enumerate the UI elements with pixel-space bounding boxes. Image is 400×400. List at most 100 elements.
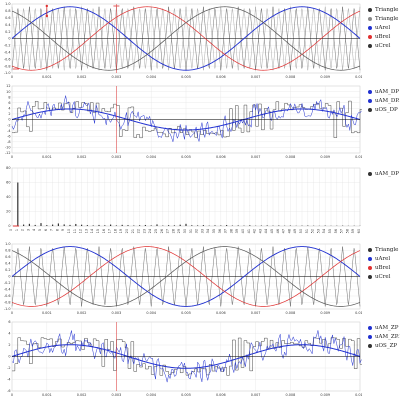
svg-p5-x-tick: 0.006: [216, 393, 226, 397]
legend-item[interactable]: uArel: [368, 255, 398, 264]
svg-p3-x-tick: 16: [102, 229, 106, 233]
svg-p3-x-tick: 14: [90, 229, 94, 233]
svg-p1-y-tick: 0: [8, 37, 10, 41]
legend-label: uBrel: [375, 34, 391, 40]
svg-p4-x-tick: 0.005: [181, 311, 191, 315]
legend-swatch-icon: [368, 334, 372, 339]
legend-label: uOS_ZP: [375, 343, 398, 349]
legend-label: uArel: [375, 256, 391, 262]
svg-p4-y-tick: 0.2: [5, 268, 10, 272]
svg-p5-x-tick: 0.007: [251, 393, 261, 397]
legend-item[interactable]: uCrel: [368, 273, 398, 282]
spectrum-bar: [214, 225, 216, 226]
svg-p1-y-tick: -0.4: [4, 51, 11, 55]
spectrum-bar: [92, 225, 94, 226]
legend-item[interactable]: uCrel: [368, 42, 398, 51]
legend-swatch-icon: [368, 107, 372, 112]
svg-p2-y-tick: 4: [8, 107, 10, 111]
legend-item[interactable]: uAM_ZP: [368, 324, 400, 333]
legend-label: uAM_DP.1: [375, 98, 400, 104]
legend-4: Triangle uArel uBrel uCrel: [368, 246, 398, 282]
svg-p3-x-tick: 30: [183, 229, 187, 233]
legend-item[interactable]: uAM_DP: [368, 88, 400, 97]
spectrum-bar: [81, 224, 83, 226]
svg-p1-y-tick: -0.6: [4, 57, 11, 61]
spectrum-bar: [52, 224, 54, 226]
svg-p3-x-tick: 32: [195, 229, 199, 233]
svg-p2-y-tick: 0: [8, 118, 10, 122]
svg-p3-x-tick: 41: [247, 229, 251, 233]
legend-label: uAM_DP: [375, 89, 400, 95]
reference-a: [11, 6, 361, 71]
waveform-plot-4[interactable]: 1.00.80.60.40.20-0.2-0.4-0.6-0.8-1.00 0.0…: [0, 240, 362, 318]
svg-p3-x-tick: 58: [345, 229, 349, 233]
panel-triangle-references-1: 1.0 0.8 0.6 0.4 0.2 0 -0.2 -0.4 -0.6 -0.8 -1.0 0 0.0…: [0, 0, 400, 82]
svg-p3-x-tick: 47: [282, 229, 286, 233]
svg-p4-x-tick: 0.002: [77, 311, 87, 315]
svg-p1-x-tick: 0.002: [77, 75, 87, 79]
spectrum-bar: [185, 223, 187, 226]
svg-p4-x-tick: 0.004: [146, 311, 156, 315]
svg-p4-y-tick: 0.8: [5, 249, 10, 253]
svg-p5-y-tick: -6: [7, 389, 10, 393]
legend-item[interactable]: uArel: [368, 24, 398, 33]
spectrum-bar: [98, 224, 100, 226]
svg-p3-x-tick: 46: [276, 229, 280, 233]
spectrum-bar: [150, 225, 152, 226]
svg-p1-x-tick: 0.009: [320, 75, 330, 79]
legend-label: uArel: [375, 25, 391, 31]
svg-p3-x-tick: 3: [26, 229, 30, 231]
svg-p5-x-tick: 0.008: [286, 393, 296, 397]
legend-swatch-icon: [368, 25, 372, 30]
svg-p3-x-tick: 36: [218, 229, 222, 233]
svg-p1-y-tick: -0.2: [4, 44, 11, 48]
legend-item[interactable]: uBrel: [368, 264, 398, 273]
svg-p3-x-tick: 0: [9, 229, 13, 231]
svg-p3-x-tick: 2: [21, 229, 25, 231]
legend-item[interactable]: uAM_DP: [368, 170, 399, 179]
legend-label: Triangle: [375, 247, 399, 253]
legend-item[interactable]: Triangle: [368, 6, 398, 15]
legend-item[interactable]: Triangle: [368, 246, 398, 255]
spectrum-bar: [220, 225, 222, 226]
output-voltage-fundamental: [11, 344, 361, 369]
svg-p3-x-tick: 59: [351, 229, 355, 233]
spectrum-bar: [121, 224, 123, 226]
svg-p3-y-tick: 20: [6, 210, 10, 214]
svg-p1-y-tick: 0.8: [5, 9, 10, 13]
svg-p3-x-tick: 4: [32, 229, 36, 231]
spectrum-bar: [115, 225, 117, 226]
svg-p4-y-tick: -0.6: [4, 294, 11, 298]
spectrum-bar: [139, 225, 141, 226]
svg-p5-x-tick: 0.002: [77, 393, 87, 397]
spectrum-bar: [23, 224, 25, 226]
legend-item[interactable]: uOS_ZP: [368, 342, 400, 351]
panel-dp-spectrum: 80 60 40 20 0 0 1 2 3 4 5 6 7 8 9 10 11 12 13 14 15 16 17 18 19 2…: [0, 164, 400, 240]
svg-p2-x-tick: 0.010: [355, 155, 362, 159]
spectrum-bar: [226, 225, 228, 226]
svg-p4-x-tick: 0.009: [320, 311, 330, 315]
svg-p5-x-tick: 0: [11, 393, 13, 397]
svg-p1-y-tick: -1.0: [4, 71, 11, 75]
legend-swatch-icon: [368, 325, 372, 330]
svg-p3-x-tick: 13: [84, 229, 88, 233]
svg-p3-y-tick: 0: [8, 224, 10, 228]
legend-item[interactable]: uAM_ZP.1: [368, 333, 400, 342]
svg-p2-y-tick: 2: [8, 112, 10, 116]
legend-item[interactable]: Triangle: [368, 15, 398, 24]
svg-p3-x-tick: 19: [119, 229, 123, 233]
legend-item[interactable]: uOS_DP: [368, 106, 400, 115]
svg-p4-x-tick: 0.006: [216, 311, 226, 315]
spectrum-bar: [86, 225, 88, 226]
svg-p3-x-tick: 26: [160, 229, 164, 233]
waveform-plot-1[interactable]: 1.00.80.60.40.20-0.2-0.4-0.6-0.8-1.00 0.0…: [0, 0, 362, 82]
legend-item[interactable]: uBrel: [368, 33, 398, 42]
legend-item[interactable]: uAM_DP.1: [368, 97, 400, 106]
svg-p4-x-tick: 0.008: [286, 311, 296, 315]
legend-label: uAM_ZP.1: [375, 334, 400, 340]
svg-p4-y-tick: 0.4: [5, 262, 10, 266]
spectrum-bar: [266, 225, 268, 226]
